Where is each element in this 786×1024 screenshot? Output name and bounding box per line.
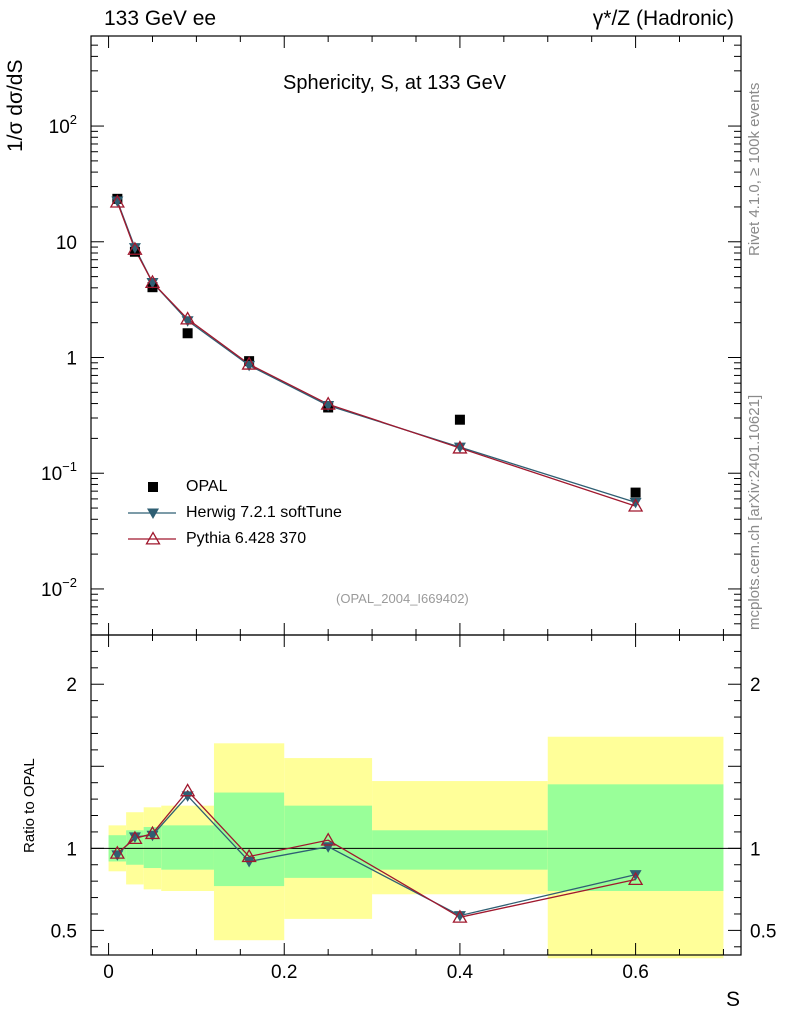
x-tick-label-0: 0 [103,962,114,983]
y-tick-label-0: 10−2 [41,575,77,601]
pythia-main-line [117,202,635,506]
green-band-5 [284,806,372,878]
opal-point-6 [455,415,465,425]
legend-marker-opal [148,482,158,492]
ratio-tick-label-right-0: 0.5 [750,921,776,942]
y-tick-exponent-1: −1 [62,459,77,474]
y-tick-exponent-4: 2 [70,112,77,127]
herwig-main-line [117,201,635,502]
green-band-4 [214,793,284,887]
y-tick-exponent-0: −2 [62,575,77,590]
y-tick-label-4: 102 [49,112,77,138]
chart-canvas: 0 0.2 0.4 0.6 10−2 10−1 1 10 102 0.5 0.5 1 1 2 2 [0,0,786,1024]
ratio-tick-label-right-1: 1 [750,839,761,860]
ratio-tick-label-left-2: 2 [66,675,77,696]
green-band-6 [372,830,548,869]
ratio-uncertainty-bands [109,737,724,959]
opal-point-3 [183,328,193,338]
legend [128,482,176,544]
ratio-tick-label-left-0: 0.5 [51,921,77,942]
x-tick-label-1: 0.2 [271,962,297,983]
x-tick-label-3: 0.6 [622,962,648,983]
legend-marker-herwig [147,509,159,520]
green-band-3 [161,825,214,869]
y-tick-label-3: 10 [56,233,77,254]
ratio-tick-label-right-2: 2 [750,675,761,696]
ratio-tick-label-left-1: 1 [66,839,77,860]
y-tick-label-2: 1 [66,348,77,369]
opal-point-7 [631,488,641,498]
y-tick-label-1: 10−1 [41,459,77,485]
legend-marker-pythia [147,533,160,544]
x-tick-label-2: 0.4 [447,962,474,983]
